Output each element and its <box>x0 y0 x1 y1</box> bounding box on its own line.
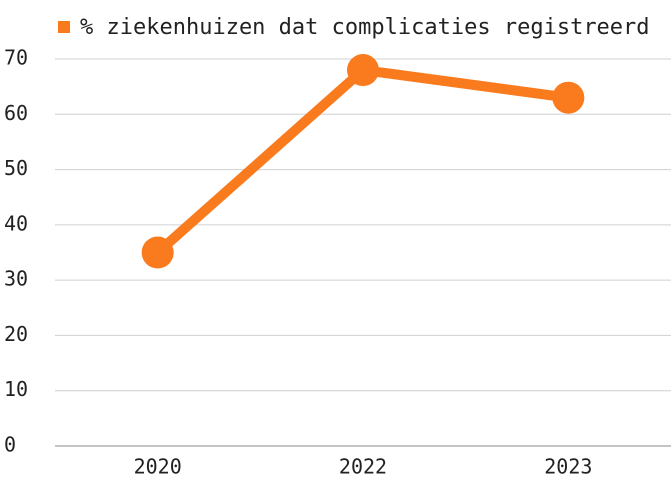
legend-label: % ziekenhuizen dat complicaties registre… <box>80 15 650 40</box>
y-tick-label: 20 <box>4 322 28 346</box>
data-point <box>141 236 174 269</box>
x-tick-label: 2022 <box>339 455 387 479</box>
y-tick-label: 60 <box>4 101 28 125</box>
y-tick-label: 70 <box>4 46 28 70</box>
y-tick-label: 50 <box>4 156 28 180</box>
y-tick-label: 30 <box>4 267 28 291</box>
data-point <box>552 81 585 114</box>
y-tick-label: 10 <box>4 377 28 401</box>
x-tick-label: 2020 <box>134 455 182 479</box>
y-tick-label: 40 <box>4 211 28 235</box>
legend-swatch <box>58 21 70 33</box>
y-tick-label: 0 <box>4 433 16 457</box>
x-tick-label: 2023 <box>544 455 592 479</box>
data-point <box>347 54 379 87</box>
